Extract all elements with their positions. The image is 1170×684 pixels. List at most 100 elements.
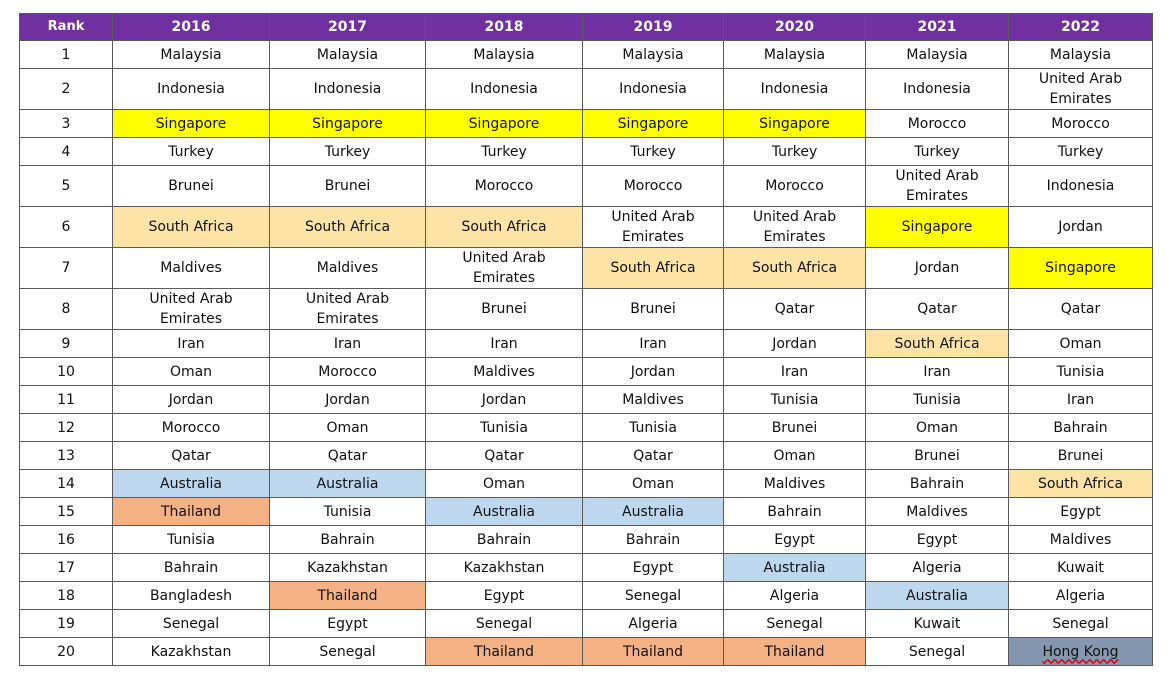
table-row: 12 Morocco Oman Tunisia Tunisia Brunei Oman Bah…	[19, 413, 1153, 442]
country-cell: Senegal	[723, 609, 866, 638]
country-name: United Arab Emirates	[1038, 71, 1123, 107]
country-name: Australia	[473, 503, 535, 520]
country-cell: Jordan	[865, 247, 1009, 289]
country-cell: Bahrain	[269, 525, 426, 554]
country-cell: Brunei	[269, 165, 426, 207]
country-cell: Egypt	[723, 525, 866, 554]
rank-cell: 20	[19, 637, 113, 666]
country-name: Singapore	[901, 219, 973, 235]
country-cell: Morocco	[112, 413, 270, 442]
country-cell: Singapore	[269, 109, 426, 138]
country-name: United Arab Emirates	[895, 168, 979, 204]
country-name: Singapore	[1045, 260, 1116, 276]
country-cell: Indonesia	[865, 68, 1009, 110]
country-cell: South Africa	[425, 206, 583, 248]
country-cell: Algeria	[1008, 581, 1153, 610]
country-name: Qatar	[633, 447, 673, 464]
country-name: South Africa	[894, 335, 980, 352]
table-row: 17 Bahrain Kazakhstan Kazakhstan Egypt Austra…	[19, 553, 1153, 582]
country-name: Bahrain	[767, 503, 822, 520]
rank-cell: 11	[19, 385, 113, 414]
country-name: Tunisia	[629, 419, 677, 436]
country-name: Egypt	[1060, 503, 1101, 520]
country-cell: Brunei	[865, 441, 1009, 470]
rank-cell: 16	[19, 525, 113, 554]
country-name: Egypt	[774, 531, 815, 548]
country-name: South Africa	[461, 219, 547, 235]
country-name: Thailand	[160, 503, 222, 520]
country-name: Turkey	[771, 143, 818, 160]
country-name: Indonesia	[1046, 178, 1115, 194]
country-name: Maldives	[1049, 531, 1112, 548]
country-cell: Morocco	[723, 165, 866, 207]
table-row: 9 Iran Iran Iran Iran Jordan South Africa Oman	[19, 329, 1153, 358]
country-name: Morocco	[907, 115, 967, 132]
country-name: Turkey	[481, 143, 527, 160]
country-name: Senegal	[162, 615, 220, 632]
rank-cell: 5	[19, 165, 113, 207]
rank-cell: 1	[19, 40, 113, 69]
country-name: South Africa	[610, 260, 696, 276]
country-name: Singapore	[617, 115, 689, 132]
country-name: Oman	[482, 475, 526, 492]
rank-cell: 15	[19, 497, 113, 526]
rank-cell: 2	[19, 68, 113, 110]
country-name: Tunisia	[480, 419, 528, 436]
country-cell: Bahrain	[723, 497, 866, 526]
country-cell: Kazakhstan	[425, 553, 583, 582]
country-name: Iran	[923, 363, 951, 380]
country-name: Oman	[631, 475, 675, 492]
country-cell: Singapore	[1008, 247, 1153, 289]
country-cell: Tunisia	[723, 385, 866, 414]
country-name: Jordan	[1058, 219, 1103, 235]
country-name: Senegal	[1052, 615, 1109, 632]
country-cell: Malaysia	[269, 40, 426, 69]
rank-cell: 19	[19, 609, 113, 638]
country-name: Iran	[1066, 391, 1095, 408]
country-name: Thailand	[317, 587, 378, 604]
country-cell: Iran	[582, 329, 724, 358]
country-name: Brunei	[771, 419, 818, 436]
country-cell: Brunei	[582, 288, 724, 330]
country-name: Jordan	[630, 363, 676, 380]
country-cell: Maldives	[269, 247, 426, 289]
country-name: Tunisia	[323, 503, 372, 520]
country-cell: Oman	[865, 413, 1009, 442]
country-name: United Arab Emirates	[462, 250, 546, 286]
country-cell: Australia	[865, 581, 1009, 610]
country-name: Turkey	[1057, 143, 1104, 160]
country-name: Maldives	[160, 260, 222, 276]
rank-cell: 14	[19, 469, 113, 498]
country-cell: Malaysia	[865, 40, 1009, 69]
country-name: Australia	[763, 559, 826, 576]
country-name: Bahrain	[625, 531, 681, 548]
country-cell: Tunisia	[112, 525, 270, 554]
country-name: Jordan	[481, 391, 527, 408]
country-cell: Morocco	[582, 165, 724, 207]
country-cell: Bahrain	[1008, 413, 1153, 442]
rank-cell: 3	[19, 109, 113, 138]
country-cell: Morocco	[269, 357, 426, 386]
country-name: Qatar	[917, 301, 957, 317]
country-name: Oman	[773, 447, 816, 464]
table-row: 7 Maldives Maldives United Arab Emirates Sou…	[19, 247, 1153, 289]
country-name: Bahrain	[909, 475, 965, 492]
country-cell: South Africa	[269, 206, 426, 248]
country-name: United Arab Emirates	[305, 291, 390, 327]
country-name: Egypt	[483, 587, 525, 604]
country-cell: Brunei	[1008, 441, 1153, 470]
country-name: Senegal	[624, 587, 682, 604]
header-year-2020: 2020	[723, 13, 866, 41]
country-name: Iran	[333, 335, 362, 352]
country-cell: Australia	[425, 497, 583, 526]
country-cell: Indonesia	[269, 68, 426, 110]
table-row: 3 Singapore Singapore Singapore Singapore Sin…	[19, 109, 1153, 138]
table-row: 14 Australia Australia Oman Oman Maldives Bahr…	[19, 469, 1153, 498]
country-name: Singapore	[155, 115, 227, 132]
country-name: Thailand	[473, 643, 535, 660]
country-cell: Oman	[269, 413, 426, 442]
country-cell: Singapore	[112, 109, 270, 138]
country-cell: Thailand	[269, 581, 426, 610]
country-cell: Tunisia	[425, 413, 583, 442]
table-row: 5 Brunei Brunei Morocco Morocco Morocco United…	[19, 165, 1153, 207]
